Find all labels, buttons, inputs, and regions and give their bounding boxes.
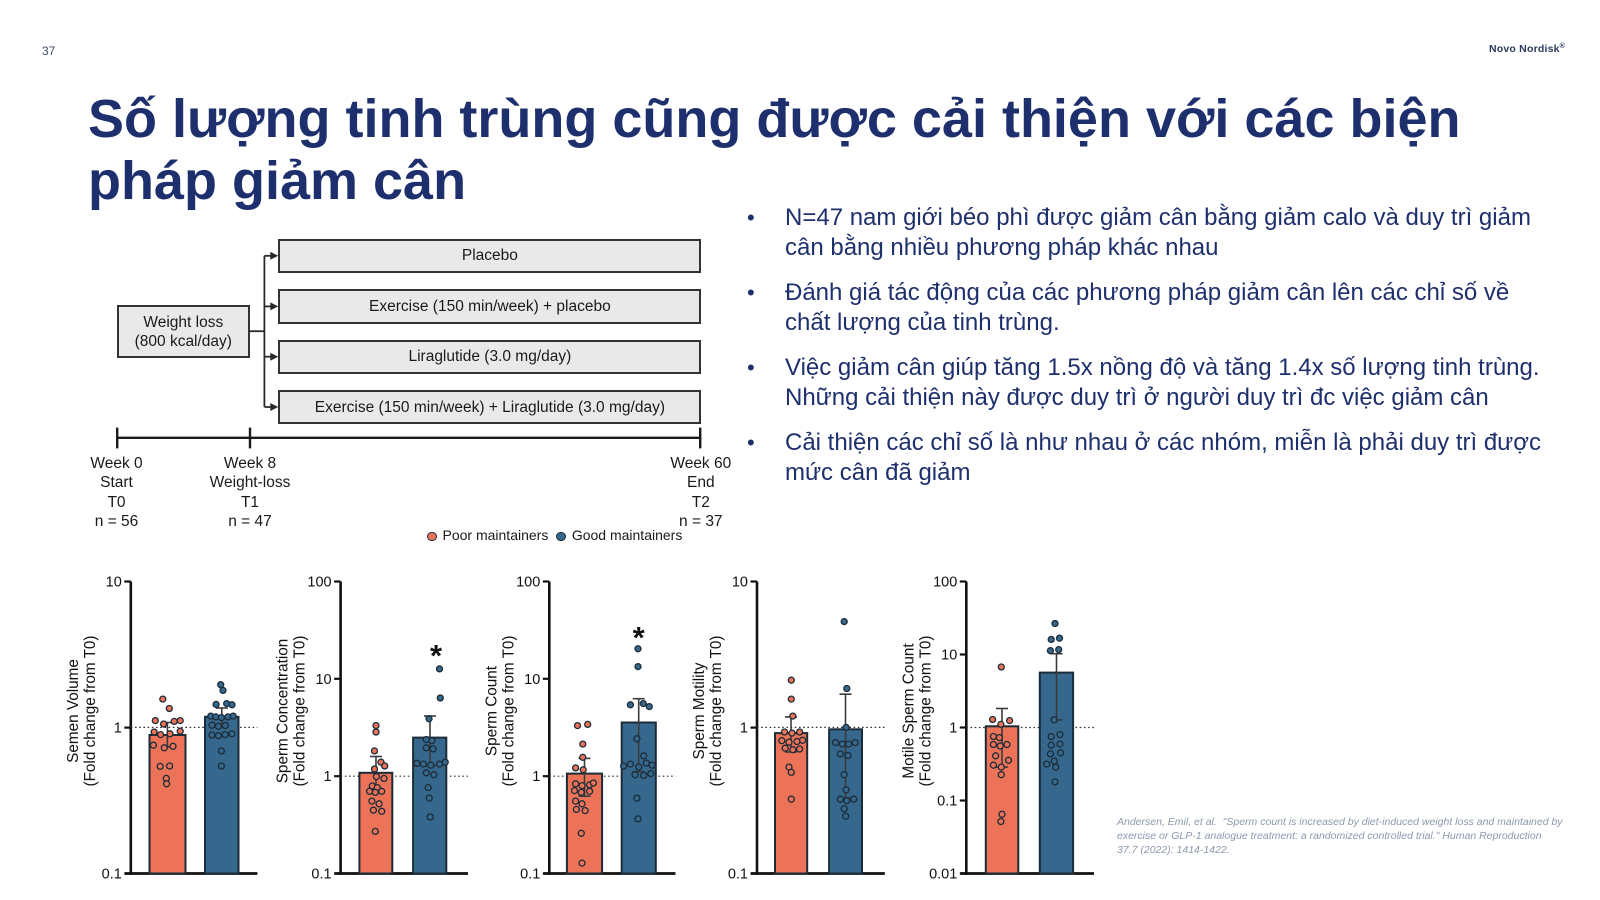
svg-text:0.1: 0.1 bbox=[728, 867, 748, 883]
svg-text:0.1: 0.1 bbox=[311, 867, 331, 883]
svg-text:(Fold change from T0): (Fold change from T0) bbox=[708, 635, 725, 786]
svg-text:100: 100 bbox=[933, 575, 957, 591]
svg-text:100: 100 bbox=[307, 575, 331, 591]
svg-text:(Fold change from T0): (Fold change from T0) bbox=[292, 635, 309, 786]
svg-text:10: 10 bbox=[106, 575, 122, 591]
svg-text:10: 10 bbox=[524, 672, 540, 688]
svg-text:1: 1 bbox=[324, 769, 332, 785]
svg-text:0.01: 0.01 bbox=[929, 867, 957, 883]
svg-text:100: 100 bbox=[516, 575, 540, 591]
svg-text:0.1: 0.1 bbox=[102, 867, 122, 883]
svg-text:10: 10 bbox=[732, 575, 748, 591]
svg-text:1: 1 bbox=[740, 721, 748, 737]
svg-text:1: 1 bbox=[949, 721, 957, 737]
svg-text:*: * bbox=[430, 638, 443, 673]
svg-text:Semen Volume: Semen Volume bbox=[65, 659, 82, 763]
svg-text:1: 1 bbox=[532, 769, 540, 785]
svg-text:(Fold change from T0): (Fold change from T0) bbox=[82, 635, 99, 786]
svg-text:Sperm Concentration: Sperm Concentration bbox=[275, 639, 292, 784]
svg-text:1: 1 bbox=[114, 721, 122, 737]
svg-text:Motile Sperm Count: Motile Sperm Count bbox=[900, 643, 917, 779]
svg-text:Sperm Motility: Sperm Motility bbox=[691, 662, 708, 759]
svg-text:(Fold change from T0): (Fold change from T0) bbox=[917, 635, 934, 786]
svg-text:10: 10 bbox=[941, 648, 957, 664]
svg-text:10: 10 bbox=[315, 672, 331, 688]
svg-text:Sperm Count: Sperm Count bbox=[483, 665, 500, 756]
svg-text:(Fold change from T0): (Fold change from T0) bbox=[500, 635, 517, 786]
svg-text:0.1: 0.1 bbox=[520, 867, 540, 883]
svg-text:0.1: 0.1 bbox=[937, 794, 957, 810]
svg-text:*: * bbox=[633, 620, 646, 655]
